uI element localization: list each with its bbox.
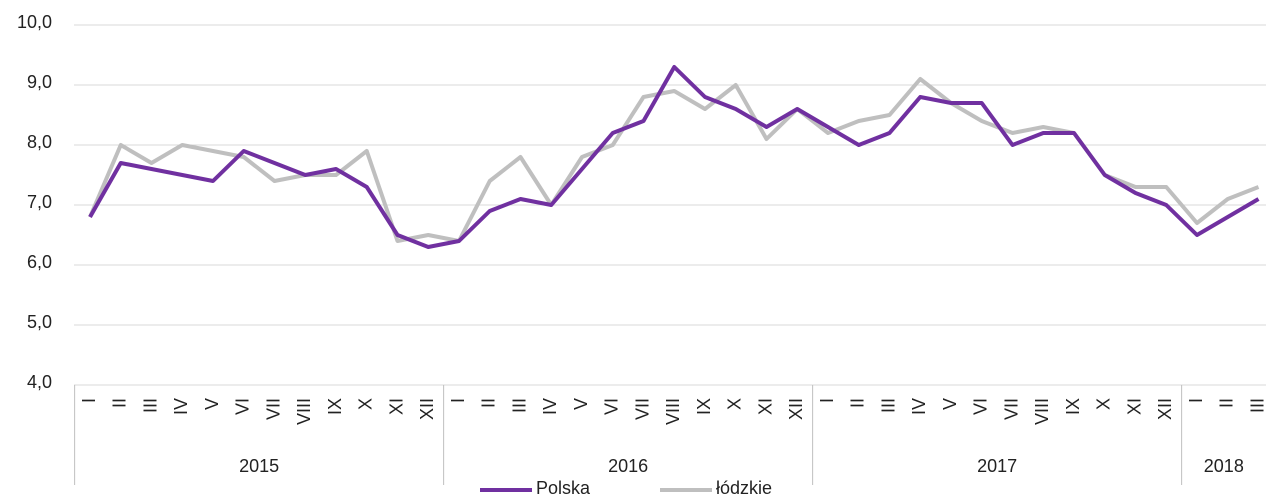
x-tick-label: VII [263,398,283,420]
x-tick-label: I [79,398,99,403]
x-tick-label: XI [386,398,406,415]
group-label: 2016 [608,456,648,476]
x-tick-label: III [140,398,160,413]
group-label: 2018 [1204,456,1244,476]
x-tick-label: II [110,398,130,408]
legend-label: Polska [536,478,591,498]
x-tick-label: III [878,398,898,413]
x-tick-label: VIII [294,398,314,425]
x-tick-label: VIII [663,398,683,425]
legend-label: łódzkie [716,478,772,498]
x-tick-label: XII [786,398,806,420]
x-tick-label: VI [233,398,253,415]
group-label: 2017 [977,456,1017,476]
x-tick-label: X [356,398,376,410]
x-tick-label: I [448,398,468,403]
x-tick-label: XII [1155,398,1175,420]
x-tick-label: V [571,398,591,410]
x-tick-label: VII [1001,398,1021,420]
x-tick-label: VIII [1032,398,1052,425]
x-tick-label: V [202,398,222,410]
x-tick-label: XII [417,398,437,420]
y-tick-label: 5,0 [27,312,52,332]
y-tick-label: 6,0 [27,252,52,272]
x-tick-label: X [725,398,745,410]
y-tick-label: 10,0 [17,12,52,32]
x-tick-label: I [817,398,837,403]
x-tick-label: VII [632,398,652,420]
group-label: 2015 [239,456,279,476]
x-tick-label: II [1217,398,1237,408]
x-tick-label: V [940,398,960,410]
x-tick-label: IV [171,398,191,415]
y-tick-label: 7,0 [27,192,52,212]
x-tick-label: IV [909,398,929,415]
x-tick-label: XI [1124,398,1144,415]
y-tick-label: 8,0 [27,132,52,152]
x-tick-label: III [1247,398,1266,413]
x-tick-label: I [1186,398,1206,403]
x-tick-label: II [479,398,499,408]
x-tick-label: IV [540,398,560,415]
x-tick-label: XI [755,398,775,415]
x-tick-label: X [1094,398,1114,410]
x-tick-label: III [509,398,529,413]
data-line [88,65,1260,249]
x-tick-label: II [848,398,868,408]
x-tick-label: VI [602,398,622,415]
x-tick-label: IX [325,398,345,415]
y-tick-label: 4,0 [27,372,52,392]
x-tick-label: IX [1063,398,1083,415]
x-tick-label: IX [694,398,714,415]
x-tick-label: VI [971,398,991,415]
y-tick-label: 9,0 [27,72,52,92]
